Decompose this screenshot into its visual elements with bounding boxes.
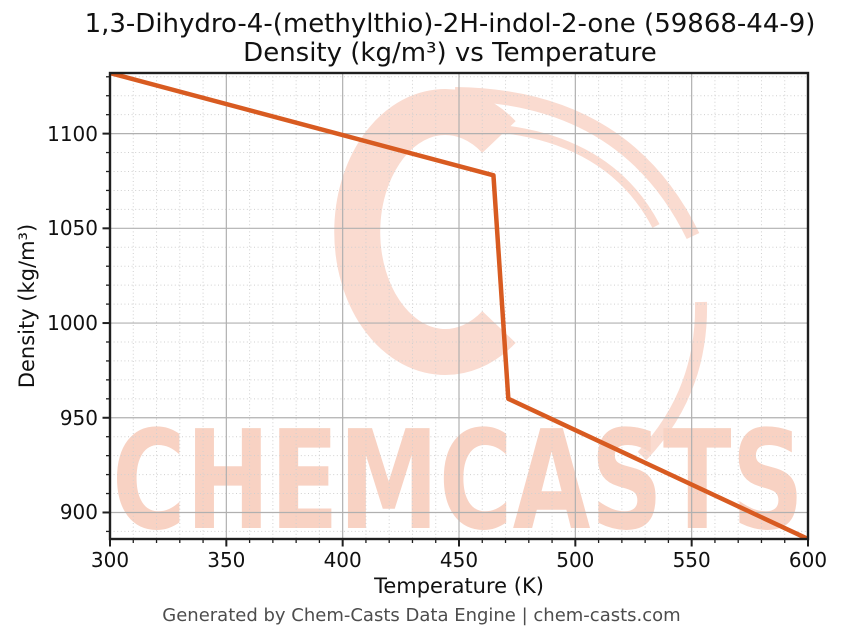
axis-tick-marks <box>102 76 809 547</box>
x-tick-label: 450 <box>439 548 479 572</box>
x-tick-label: 300 <box>90 548 130 572</box>
chart-title: 1,3-Dihydro-4-(methylthio)-2H-indol-2-on… <box>70 10 830 68</box>
y-tick-label: 900 <box>59 500 98 525</box>
x-tick-label: 350 <box>207 548 246 572</box>
y-tick-label: 1050 <box>47 216 98 241</box>
x-tick-label: 550 <box>672 548 711 572</box>
x-tick-label: 400 <box>323 548 362 572</box>
x-tick-label: 500 <box>556 548 595 572</box>
major-gridlines <box>110 73 808 539</box>
density-series-line <box>110 73 808 539</box>
footer-credit: Generated by Chem-Casts Data Engine | ch… <box>162 605 681 626</box>
x-axis-label: Temperature (K) <box>374 574 544 598</box>
y-tick-label: 950 <box>59 405 98 430</box>
watermark-text: CHEMCASTS <box>112 402 804 561</box>
y-tick-label: 1000 <box>47 311 98 336</box>
x-tick-label: 600 <box>788 548 828 572</box>
y-axis-label: Density (kg/m³) <box>15 223 39 389</box>
chart-title-line1: 1,3-Dihydro-4-(methylthio)-2H-indol-2-on… <box>84 9 816 39</box>
y-tick-label: 1100 <box>47 121 98 146</box>
chart-title-line2: Density (kg/m³) vs Temperature <box>243 38 657 68</box>
